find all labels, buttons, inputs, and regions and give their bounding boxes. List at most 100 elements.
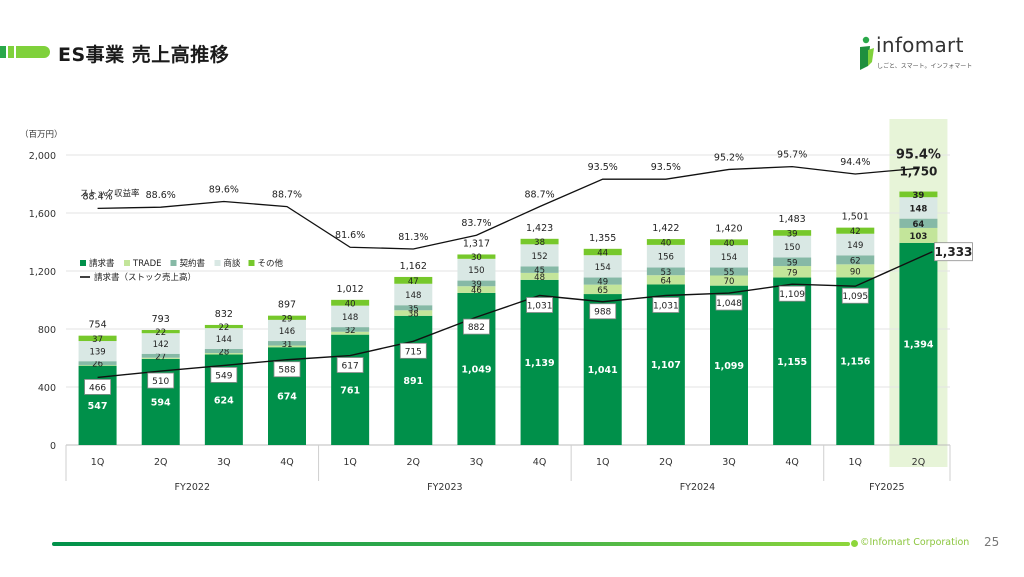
bar-contract (899, 218, 938, 228)
segment-label-negotiation: 139 (89, 348, 105, 358)
legend-label-invoice: 請求書 (89, 258, 115, 269)
total-label: 793 (152, 314, 170, 325)
stock-ratio-label: 93.5% (651, 162, 681, 173)
stock-ratio-label: 83.7% (461, 218, 491, 229)
segment-label-contract: 31 (282, 340, 293, 350)
stock-sales-label-box (147, 372, 175, 389)
footer-dot (851, 540, 858, 547)
segment-label-contract: 35 (408, 304, 419, 314)
segment-label-trade: 64 (660, 276, 671, 286)
bar-contract (204, 349, 243, 354)
bar-invoice (394, 315, 433, 445)
bar-other (331, 299, 370, 306)
segment-label-negotiation: 150 (784, 243, 800, 253)
bar-invoice (78, 365, 117, 445)
total-label: 1,317 (463, 238, 490, 249)
bar-other (773, 230, 812, 236)
bar-negotiation (268, 319, 306, 342)
stock-sales-label-box (778, 285, 806, 302)
stock-sales-label-box (526, 297, 553, 313)
stock-sales-label-box (652, 297, 680, 313)
y-tick-label: 0 (50, 441, 56, 452)
stock-sales-line (97, 251, 933, 379)
segment-label-contract: 28 (218, 348, 229, 358)
bar-contract (457, 280, 496, 287)
stock-sales-label: 1,048 (716, 299, 742, 309)
bar-contract (520, 266, 559, 273)
footer-gradient-line (52, 542, 850, 546)
stock-sales-label: 988 (594, 308, 611, 318)
x-tick-label: 2Q (659, 457, 673, 468)
segment-label-trade: 79 (787, 268, 798, 278)
legend-label-contract: 契約書 (180, 258, 206, 269)
total-label: 832 (215, 309, 233, 320)
sales-chart: 0 400 800 1,200 1,600 2,000 （百万円） 547 26 139 37 754… (20, 119, 973, 490)
bar-trade (646, 275, 685, 285)
bar-trade (773, 266, 812, 278)
segment-label-negotiation: 154 (595, 263, 611, 273)
segment-label-negotiation: 142 (153, 340, 169, 350)
stock-sales-label: 1,031 (527, 302, 553, 312)
segment-label-invoice: 1,049 (461, 364, 491, 375)
bar-contract (331, 327, 370, 332)
stock-sales-label: 1,109 (779, 290, 805, 300)
stock-sales-label: 1,095 (842, 292, 868, 302)
segment-label-invoice: 1,155 (777, 357, 807, 368)
stock-ratio-label: 88.4% (82, 191, 112, 202)
segment-label-negotiation: 156 (658, 253, 674, 263)
total-label: 1,420 (715, 223, 742, 234)
bar-contract (773, 257, 812, 267)
legend-label-trade: TRADE (132, 259, 161, 269)
x-tick-label: 4Q (785, 457, 799, 468)
segment-label-other: 29 (282, 314, 293, 324)
bar-trade (520, 272, 559, 280)
bar-other (204, 324, 243, 329)
x-tick-label: 1Q (91, 457, 105, 468)
stock-sales-label-box (934, 242, 973, 262)
stock-ratio-label: 95.2% (714, 152, 744, 163)
stock-ratio-label: 88.7% (524, 190, 554, 201)
segment-label-negotiation: 148 (910, 204, 928, 214)
bar-negotiation (204, 328, 243, 350)
bar-other (899, 191, 938, 198)
stock-sales-label: 1,333 (934, 245, 972, 259)
segment-label-invoice: 547 (88, 401, 108, 412)
segment-label-other: 30 (471, 253, 482, 263)
bar-invoice (457, 292, 496, 445)
stock-ratio-label: 93.5% (588, 162, 618, 173)
segment-label-contract: 39 (471, 280, 482, 290)
segment-label-other: 42 (850, 227, 861, 237)
copyright: ©Infomart Corporation (860, 537, 970, 548)
stock-ratio-name: ストック収益率 (80, 188, 140, 199)
stock-ratio-label: 94.4% (840, 157, 870, 168)
x-tick-label: 2Q (407, 457, 421, 468)
segment-label-negotiation: 154 (721, 253, 737, 263)
bar-negotiation (646, 244, 685, 268)
bar-negotiation (710, 245, 748, 268)
bar-trade (141, 357, 180, 359)
segment-label-other: 40 (345, 299, 356, 309)
logo-text: infomart (876, 33, 964, 57)
segment-label-trade: 70 (724, 277, 735, 287)
y-tick-label: 1,200 (29, 267, 56, 278)
segment-label-negotiation: 149 (847, 241, 863, 251)
legend-swatch-invoice (80, 260, 86, 266)
bar-other (520, 238, 559, 245)
bar-negotiation (583, 255, 622, 278)
segment-label-other: 22 (155, 328, 166, 338)
bar-contract (710, 267, 748, 276)
segment-label-invoice: 674 (277, 392, 297, 403)
x-tick-label: 3Q (470, 457, 484, 468)
bar-invoice (773, 277, 812, 445)
bar-contract (394, 305, 433, 311)
stock-sales-label: 510 (152, 377, 169, 387)
x-tick-label: 2Q (912, 457, 926, 468)
stock-sales-label-box (273, 361, 301, 378)
stock-sales-label: 549 (215, 371, 232, 381)
segment-label-contract: 53 (660, 268, 671, 278)
bar-negotiation (331, 305, 370, 328)
segment-label-invoice: 761 (340, 385, 360, 396)
legend-label-other: その他 (258, 258, 284, 269)
stock-sales-label-box (589, 303, 617, 320)
segment-label-trade: 103 (910, 232, 928, 242)
